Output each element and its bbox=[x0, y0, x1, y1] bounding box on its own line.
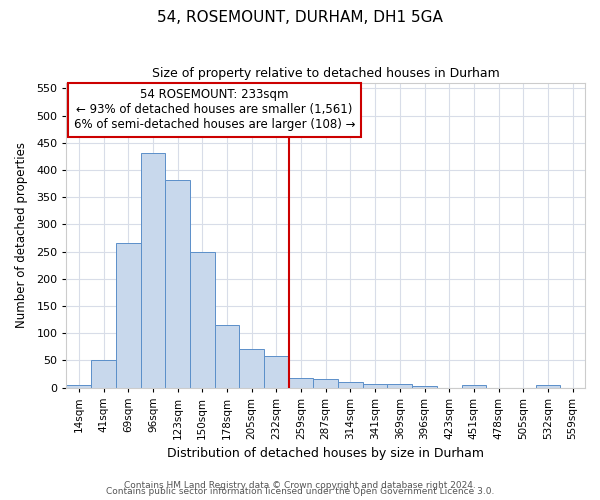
Text: 54, ROSEMOUNT, DURHAM, DH1 5GA: 54, ROSEMOUNT, DURHAM, DH1 5GA bbox=[157, 10, 443, 25]
Bar bbox=[215, 325, 239, 388]
Bar bbox=[363, 384, 388, 388]
Bar bbox=[313, 380, 338, 388]
Bar bbox=[338, 382, 363, 388]
Bar bbox=[165, 180, 190, 388]
Bar bbox=[116, 244, 140, 388]
Bar bbox=[289, 378, 313, 388]
Text: 54 ROSEMOUNT: 233sqm
← 93% of detached houses are smaller (1,561)
6% of semi-det: 54 ROSEMOUNT: 233sqm ← 93% of detached h… bbox=[74, 88, 355, 132]
Bar bbox=[239, 350, 264, 388]
Bar bbox=[388, 384, 412, 388]
Bar bbox=[91, 360, 116, 388]
X-axis label: Distribution of detached houses by size in Durham: Distribution of detached houses by size … bbox=[167, 447, 484, 460]
Bar bbox=[536, 385, 560, 388]
Text: Contains HM Land Registry data © Crown copyright and database right 2024.: Contains HM Land Registry data © Crown c… bbox=[124, 481, 476, 490]
Text: Contains public sector information licensed under the Open Government Licence 3.: Contains public sector information licen… bbox=[106, 488, 494, 496]
Title: Size of property relative to detached houses in Durham: Size of property relative to detached ho… bbox=[152, 68, 500, 80]
Bar bbox=[264, 356, 289, 388]
Bar bbox=[67, 385, 91, 388]
Bar bbox=[412, 386, 437, 388]
Bar bbox=[140, 152, 165, 388]
Bar bbox=[190, 252, 215, 388]
Bar bbox=[461, 385, 486, 388]
Y-axis label: Number of detached properties: Number of detached properties bbox=[15, 142, 28, 328]
